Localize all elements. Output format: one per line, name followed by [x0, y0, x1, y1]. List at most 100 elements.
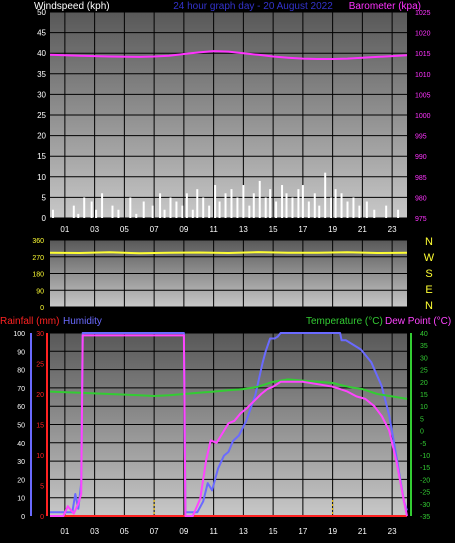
- humidity-y-tick-label: 60: [17, 404, 25, 411]
- windspeed-bar: [248, 205, 251, 218]
- windspeed-bar: [236, 197, 239, 218]
- graph-subtitle: 24 hour graph day - 20 August 2022: [173, 1, 333, 12]
- windspeed-bar: [90, 201, 93, 218]
- windspeed-bar: [185, 193, 188, 218]
- temperature-line: [49, 378, 408, 400]
- windspeed-bar: [285, 193, 288, 218]
- windspeed-bar: [269, 189, 272, 218]
- barometer-y-tick-label: 990: [415, 154, 427, 161]
- barometer-y-tick-label: 1010: [415, 72, 431, 79]
- humidity-line: [50, 332, 408, 514]
- humidity-title: Humidity: [63, 316, 102, 327]
- humidity-y-tick-label: 90: [17, 349, 25, 356]
- windspeed-bar: [307, 201, 310, 218]
- wind-x-tick-label: 11: [209, 225, 218, 234]
- barometer-y-tick-label: 975: [415, 216, 427, 223]
- windspeed-y-tick-label: 10: [37, 173, 46, 182]
- humidity-y-tick-label: 0: [21, 514, 25, 521]
- windspeed-bar: [51, 209, 54, 218]
- temperature-y-tick-label: 35: [420, 343, 428, 350]
- dewpoint-title: Dew Point (°C): [385, 316, 451, 327]
- thermo-x-tick-label: 13: [239, 527, 248, 536]
- rainfall-y-tick-label: 15: [36, 423, 44, 430]
- windspeed-bar: [258, 180, 261, 218]
- barometer-line: [49, 50, 408, 60]
- windspeed-bar: [224, 193, 227, 218]
- windspeed-bar: [181, 205, 184, 218]
- humidity-y-tick-label: 40: [17, 441, 25, 448]
- barometer-y-tick-label: 1005: [415, 92, 431, 99]
- thermo-x-tick-label: 21: [358, 527, 367, 536]
- windspeed-bar: [397, 209, 400, 218]
- windspeed-bar: [83, 197, 86, 218]
- thermo-x-tick-label: 09: [179, 527, 188, 536]
- windspeed-bar: [252, 193, 255, 218]
- windspeed-y-tick-label: 35: [37, 70, 46, 79]
- wind-x-tick-label: 01: [60, 225, 69, 234]
- windspeed-bar: [101, 193, 104, 218]
- temperature-y-tick-label: 40: [420, 331, 428, 338]
- windspeed-bar: [151, 205, 154, 218]
- temperature-y-tick-label: 0: [420, 429, 424, 436]
- windspeed-y-tick-label: 50: [37, 8, 46, 17]
- windspeed-bar: [365, 201, 368, 218]
- temperature-y-tick-label: 20: [420, 380, 428, 387]
- temperature-y-tick-label: 5: [420, 416, 424, 423]
- windspeed-bar: [175, 201, 178, 218]
- humidity-y-tick-label: 50: [17, 423, 25, 430]
- windspeed-y-tick-label: 40: [37, 49, 46, 58]
- windspeed-bar: [330, 197, 333, 218]
- rainfall-y-tick-label: 0: [40, 514, 44, 521]
- barometer-y-tick-label: 995: [415, 134, 427, 141]
- windspeed-y-tick-label: 30: [37, 90, 46, 99]
- windspeed-bar: [352, 197, 355, 218]
- temperature-y-tick-label: -10: [420, 453, 430, 460]
- wind-x-tick-label: 21: [358, 225, 367, 234]
- windspeed-bar: [135, 213, 138, 218]
- windspeed-bar: [230, 189, 233, 218]
- direction-y-tick-label: 90: [36, 288, 44, 295]
- compass-label-w: W: [424, 252, 435, 264]
- thermo-x-tick-label: 15: [269, 527, 278, 536]
- windspeed-bar: [202, 197, 205, 218]
- temperature-y-tick-label: -20: [420, 477, 430, 484]
- windspeed-y-tick-label: 0: [42, 214, 47, 223]
- direction-y-tick-label: 270: [32, 255, 44, 262]
- windspeed-bar: [214, 185, 217, 218]
- barometer-y-tick-label: 1000: [415, 113, 431, 120]
- humidity-y-tick-label: 20: [17, 477, 25, 484]
- windspeed-bar: [208, 205, 211, 218]
- direction-y-tick-label: 0: [40, 305, 44, 312]
- windspeed-bar: [334, 189, 337, 218]
- temperature-title: Temperature (°C): [306, 316, 383, 327]
- wind-x-tick-label: 15: [269, 225, 278, 234]
- temperature-y-tick-label: 15: [420, 392, 428, 399]
- windspeed-bar: [275, 201, 278, 218]
- wind-x-tick-label: 23: [388, 225, 397, 234]
- rainfall-y-tick-label: 5: [40, 484, 44, 491]
- humidity-y-tick-label: 70: [17, 386, 25, 393]
- humidity-y-tick-label: 30: [17, 459, 25, 466]
- wind-x-tick-label: 13: [239, 225, 248, 234]
- windspeed-bar: [373, 209, 376, 218]
- windspeed-y-tick-label: 5: [42, 193, 47, 202]
- barometer-y-tick-label: 1025: [415, 10, 431, 17]
- windspeed-bar: [242, 185, 245, 218]
- windspeed-bar: [159, 193, 162, 218]
- thermo-x-tick-label: 17: [298, 527, 307, 536]
- rainfall-title: Rainfall (mm): [0, 316, 59, 327]
- temperature-y-tick-label: -35: [420, 514, 430, 521]
- dewpoint-line: [50, 334, 408, 517]
- compass-label-n: N: [425, 300, 433, 312]
- windspeed-bar: [324, 172, 327, 218]
- windspeed-y-tick-label: 25: [37, 111, 46, 120]
- thermo-x-tick-label: 11: [209, 527, 218, 536]
- windspeed-bar: [95, 209, 98, 218]
- temperature-y-tick-label: -30: [420, 502, 430, 509]
- windspeed-bar: [340, 193, 343, 218]
- windspeed-bar: [196, 189, 199, 218]
- thermo-x-tick-label: 03: [90, 527, 99, 536]
- windspeed-bar: [318, 205, 321, 218]
